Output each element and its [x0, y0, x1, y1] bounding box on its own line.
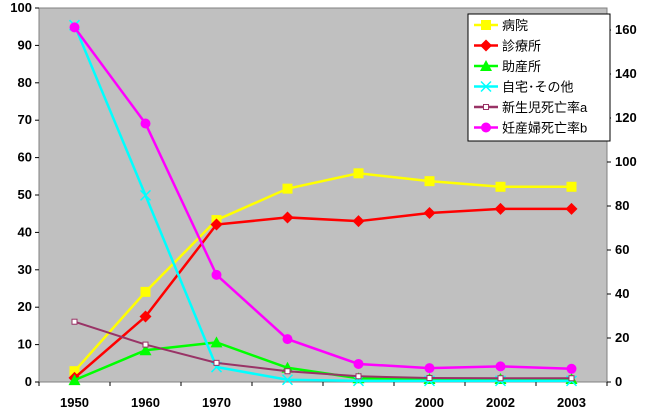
legend-item: 病院 [474, 18, 528, 33]
data-point [281, 374, 294, 386]
data-point [210, 336, 223, 348]
data-point [355, 373, 362, 380]
legend-swatch-marker [480, 60, 492, 71]
x-tick-label: 1990 [344, 395, 373, 410]
y-right-tick-label: 20 [615, 330, 629, 345]
data-point [565, 202, 578, 215]
y-right-tick-label: 60 [615, 242, 629, 257]
x-tick-label: 1970 [202, 395, 231, 410]
x-tick-label: 1960 [131, 395, 160, 410]
y-right-tick-label: 80 [615, 198, 629, 213]
legend-label: 新生児死亡率a [502, 100, 588, 115]
data-point [68, 374, 81, 386]
x-tick-label: 2003 [557, 395, 586, 410]
data-point [495, 181, 506, 192]
series-5 [69, 22, 577, 374]
legend-item: 助産所 [474, 59, 541, 74]
y-left-tick-label: 70 [18, 112, 32, 127]
data-point [495, 361, 506, 372]
data-point [424, 363, 435, 374]
data-point [352, 215, 365, 228]
legend-swatch-marker [483, 104, 489, 110]
data-point [139, 344, 152, 356]
legend-item: 妊産婦死亡率b [474, 121, 587, 136]
y-right-tick-label: 140 [615, 66, 637, 81]
data-point [213, 359, 220, 366]
legend-label: 妊産婦死亡率b [502, 121, 587, 136]
data-point [426, 375, 433, 382]
data-point [71, 318, 78, 325]
legend-swatch-marker [481, 122, 491, 133]
y-right-tick-label: 0 [615, 374, 622, 389]
data-point [140, 286, 151, 297]
y-right-tick-label: 100 [615, 154, 637, 169]
y-left-tick-label: 100 [10, 0, 32, 15]
data-point [282, 334, 293, 345]
y-left-tick-label: 90 [18, 37, 32, 52]
data-point [282, 183, 293, 194]
y-left-tick-label: 20 [18, 299, 32, 314]
data-point [423, 206, 436, 219]
data-point [69, 22, 80, 33]
legend-swatch-marker [480, 80, 492, 93]
x-tick-label: 1980 [273, 395, 302, 410]
legend-swatch-marker [480, 39, 492, 52]
series-line [73, 207, 572, 379]
legend-item: 新生児死亡率a [474, 100, 588, 115]
y-right-tick-label: 120 [615, 110, 637, 125]
y-right-tick-label: 160 [615, 22, 637, 37]
series-line [73, 24, 572, 383]
y-left-tick-label: 0 [25, 374, 32, 389]
y-left-tick-label: 80 [18, 75, 32, 90]
data-point [568, 375, 575, 382]
data-point [566, 363, 577, 374]
axes: 0 10 20 30 40 50 60 70 80 90 100 0 20 40 60 80 100 120 140… [10, 0, 636, 410]
data-point [139, 310, 152, 323]
series-4 [71, 318, 575, 382]
data-point [352, 375, 365, 387]
legend-box [467, 13, 611, 142]
data-point [284, 368, 291, 375]
data-point [353, 168, 364, 179]
legend-label: 助産所 [502, 59, 541, 74]
series-line [73, 26, 572, 371]
legend-item: 診療所 [474, 39, 541, 54]
data-point [210, 218, 223, 231]
y-left-tick-label: 40 [18, 224, 32, 239]
x-tick-label: 2000 [415, 395, 444, 410]
y-left-tick-label: 50 [18, 187, 32, 202]
data-point [211, 269, 222, 280]
data-point [424, 176, 435, 187]
series-line [74, 320, 572, 380]
legend-label: 病院 [502, 18, 528, 33]
legend-swatch-marker [481, 20, 491, 30]
data-point [281, 211, 294, 224]
data-point [140, 118, 151, 129]
legend-item: 自宅･その他 [474, 80, 574, 95]
data-point [142, 341, 149, 348]
legend-label: 診療所 [502, 39, 541, 54]
y-left-tick-label: 60 [18, 150, 32, 165]
data-point [69, 366, 80, 377]
series-line [73, 172, 572, 372]
series-layer [68, 19, 578, 387]
y-right-tick-label: 40 [615, 286, 629, 301]
y-left-tick-label: 30 [18, 262, 32, 277]
data-point [566, 181, 577, 192]
data-point [139, 189, 152, 201]
y-left-tick-label: 10 [18, 337, 32, 352]
data-point [494, 202, 507, 215]
x-tick-label: 2002 [486, 395, 515, 410]
data-point [353, 358, 364, 369]
x-tick-label: 1950 [60, 395, 89, 410]
data-point [497, 375, 504, 382]
legend-label: 自宅･その他 [502, 80, 574, 95]
